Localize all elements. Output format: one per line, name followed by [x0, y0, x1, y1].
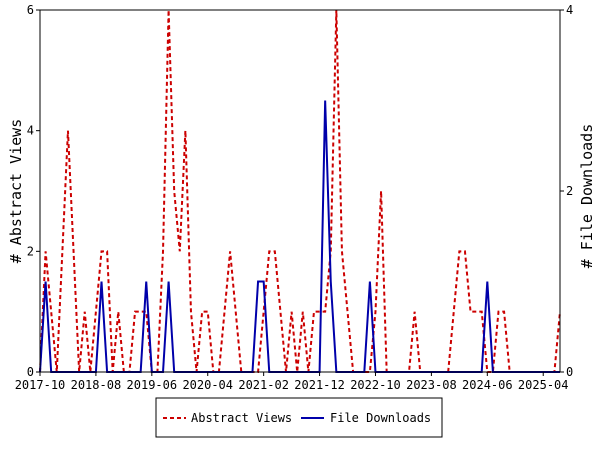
- x-tick-label: 2021-02: [238, 378, 289, 392]
- x-tick-label: 2017-10: [15, 378, 66, 392]
- left-axis-title: # Abstract Views: [7, 119, 25, 264]
- x-tick-label: 2021-12: [294, 378, 345, 392]
- x-tick-label: 2023-08: [406, 378, 457, 392]
- x-tick-label: 2020-04: [182, 378, 233, 392]
- left-tick-label: 0: [27, 365, 34, 379]
- legend-label-abstract-views: Abstract Views: [191, 411, 292, 425]
- x-tick-label: 2025-04: [518, 378, 569, 392]
- legend-box: [155, 397, 443, 438]
- series-line-abstract-views: [39, 9, 561, 373]
- right-axis-title: # File Downloads: [578, 124, 596, 269]
- left-tick-label: 4: [27, 124, 34, 138]
- right-tick-label: 2: [566, 184, 573, 198]
- x-tick-label: 2018-08: [71, 378, 122, 392]
- legend: Abstract Views File Downloads: [155, 397, 443, 438]
- x-tick-label: 2024-06: [462, 378, 513, 392]
- x-tick-label: 2022-10: [350, 378, 401, 392]
- x-tick-label: 2019-06: [127, 378, 178, 392]
- left-tick-label: 2: [27, 244, 34, 258]
- legend-label-file-downloads: File Downloads: [330, 411, 431, 425]
- series-line-file-downloads: [39, 100, 560, 373]
- left-tick-label: 6: [27, 3, 34, 17]
- right-tick-label: 0: [566, 365, 573, 379]
- series-layer: [39, 9, 561, 373]
- axes: 0 2 4 6 0 2 4 2017-10 2018-08 2019-06 2020-04 2021-…: [15, 3, 574, 392]
- right-tick-label: 4: [566, 3, 573, 17]
